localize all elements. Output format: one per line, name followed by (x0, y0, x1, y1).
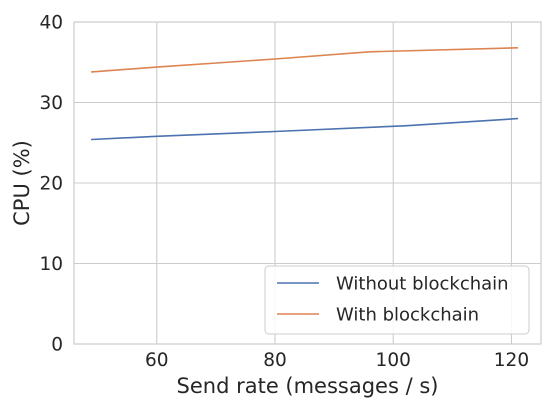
x-tick-label: 100 (376, 350, 411, 371)
plot-frame (73, 21, 542, 345)
x-tick-label: 120 (494, 350, 529, 371)
y-tick-label: 0 (51, 335, 63, 356)
legend-label-without-blockchain: Without blockchain (336, 274, 509, 295)
y-tick-label: 10 (39, 254, 63, 275)
y-tick-label: 30 (39, 93, 63, 114)
series-line-without-blockchain (90, 117, 519, 141)
tick-labels: 60 80 100 120 0 10 20 30 40 (39, 13, 529, 372)
legend-label-with-blockchain: With blockchain (336, 305, 479, 326)
x-tick-label: 60 (145, 350, 169, 371)
x-tick-label: 80 (263, 350, 287, 371)
series-lines (90, 46, 519, 141)
y-axis-title: CPU (%) (10, 140, 34, 226)
y-tick-label: 20 (39, 174, 63, 195)
series-line-with-blockchain (90, 46, 519, 73)
legend: Without blockchain With blockchain (264, 265, 530, 335)
x-axis-title: Send rate (messages / s) (177, 374, 439, 398)
y-tick-label: 40 (39, 13, 63, 34)
legend-box (264, 265, 530, 335)
